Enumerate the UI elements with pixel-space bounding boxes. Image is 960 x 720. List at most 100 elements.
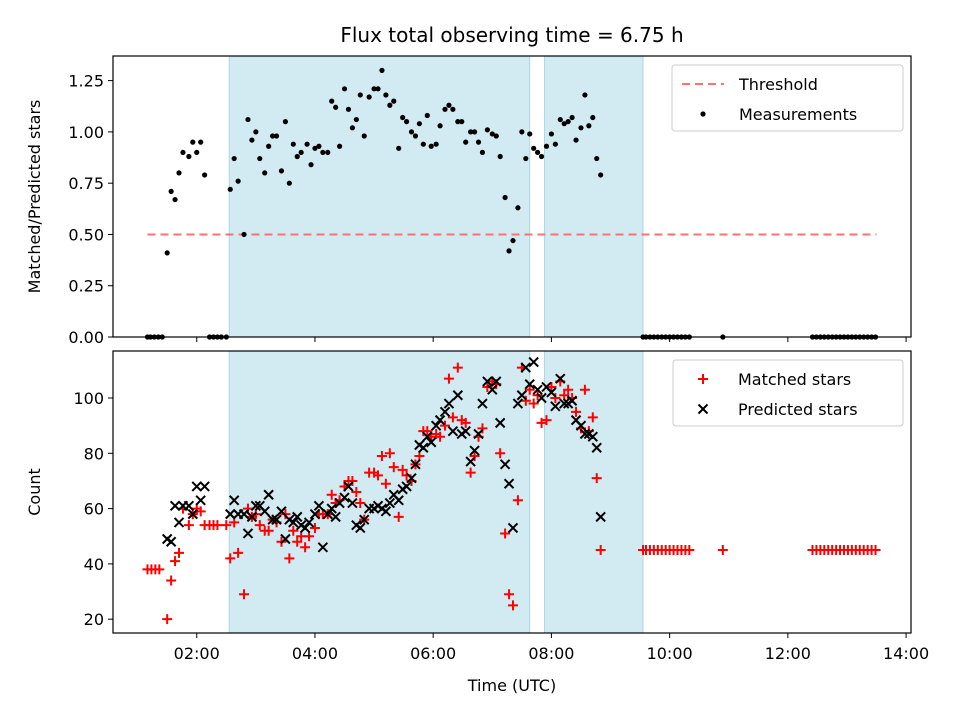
legend-measurement-swatch (700, 111, 706, 117)
measurement-point (573, 137, 579, 143)
predicted-star-point (288, 517, 299, 528)
predicted-star-point (426, 437, 437, 448)
matched-star-point (347, 475, 358, 486)
measurement-point (278, 168, 285, 174)
measurement-point (527, 131, 533, 137)
matched-star-point (309, 522, 320, 533)
x-tick-label: 06:00 (410, 644, 456, 663)
matched-star-point (440, 420, 451, 431)
matched-star-point (571, 406, 582, 417)
measurement-point (361, 133, 367, 139)
matched-star-point (447, 412, 458, 423)
measurement-point (543, 143, 550, 149)
measurement-point (202, 172, 208, 178)
predicted-star-point (317, 542, 329, 553)
measurement-point (227, 186, 233, 192)
matched-star-point (263, 525, 274, 536)
measurement-point (286, 180, 292, 186)
measurement-point (475, 139, 482, 145)
measurement-point (519, 129, 525, 135)
matched-star-point (154, 564, 165, 575)
measurement-point (168, 188, 174, 194)
matched-star-point (233, 547, 244, 558)
predicted-star-point (271, 514, 282, 525)
measurement-point (531, 145, 537, 151)
predicted-star-point (347, 497, 358, 509)
measurement-point (590, 114, 596, 121)
matched-star-point (221, 520, 232, 531)
measurement-point (428, 143, 434, 149)
matched-star-point (460, 417, 471, 428)
measurement-point (379, 67, 385, 73)
matched-star-point (528, 398, 539, 409)
legend-box (671, 64, 904, 132)
measurement-point (586, 123, 592, 129)
predicted-star-point (410, 459, 421, 470)
measurement-point (523, 155, 529, 162)
measurement-point (400, 114, 406, 121)
predicted-star-point (228, 495, 240, 506)
legend: Matched stars Predicted stars (672, 359, 904, 427)
measurement-point (198, 139, 204, 145)
predicted-star-point (355, 522, 366, 534)
measurement-point (270, 133, 276, 139)
predicted-star-point (595, 511, 606, 523)
matched-star-point (435, 431, 446, 442)
predicted-star-point (250, 500, 262, 512)
predicted-star-point (434, 414, 446, 426)
predicted-star-point (516, 390, 528, 401)
legend: Threshold Measurements (671, 64, 904, 132)
predicted-star-point (566, 395, 578, 406)
measurement-point (552, 141, 558, 147)
y-tick-label: 1.25 (68, 72, 104, 91)
predicted-star-point (512, 398, 524, 409)
measurement-point (164, 250, 170, 256)
predicted-star-point (469, 445, 480, 456)
predicted-star-point (503, 478, 515, 489)
matched-star-point (524, 384, 535, 395)
predicted-star-point (460, 425, 471, 437)
measurement-point (253, 129, 259, 135)
predicted-star-point (473, 428, 484, 440)
matched-star-point (469, 451, 480, 462)
matched-star-point (225, 553, 236, 564)
predicted-star-point (443, 398, 455, 409)
measurement-point (282, 119, 289, 125)
predicted-star-point (343, 481, 354, 492)
predicted-star-point (550, 401, 561, 412)
measurement-point (535, 149, 541, 156)
predicted-star-point (169, 500, 181, 512)
measurement-point (455, 119, 461, 125)
axes-frame (112, 55, 912, 338)
predicted-star-point (494, 417, 506, 429)
measurement-point (437, 123, 443, 129)
predicted-star-point (406, 472, 417, 484)
matched-star-point (174, 547, 185, 558)
measurement-point (325, 149, 331, 156)
y-axis-label: Count (25, 468, 44, 516)
chart-title: Flux total observing time = 6.75 h (340, 23, 683, 47)
measurement-point (333, 104, 339, 110)
measurement-point (186, 153, 192, 160)
measurement-point (357, 92, 363, 98)
legend-matched-swatch (698, 374, 708, 384)
predicted-star-point (507, 522, 519, 534)
matched-star-point (495, 448, 506, 459)
legend-label: Threshold (738, 75, 818, 94)
predicted-star-point (487, 384, 498, 395)
y-tick-label: 40 (84, 555, 104, 574)
observing-window-2 (544, 350, 644, 634)
predicted-star-point (165, 536, 177, 547)
measurement-point (459, 119, 465, 125)
matched-star-point (717, 545, 728, 556)
series-predicted-stars (161, 356, 606, 553)
x-axis-label: Time (UTC) (467, 676, 556, 695)
y-tick-label: 0.50 (68, 225, 104, 244)
predicted-star-point (195, 495, 206, 506)
measurement-point (594, 155, 600, 162)
matched-star-point (288, 525, 299, 536)
measurement-point (266, 143, 272, 149)
predicted-star-point (575, 420, 587, 431)
measurement-point (245, 116, 251, 123)
